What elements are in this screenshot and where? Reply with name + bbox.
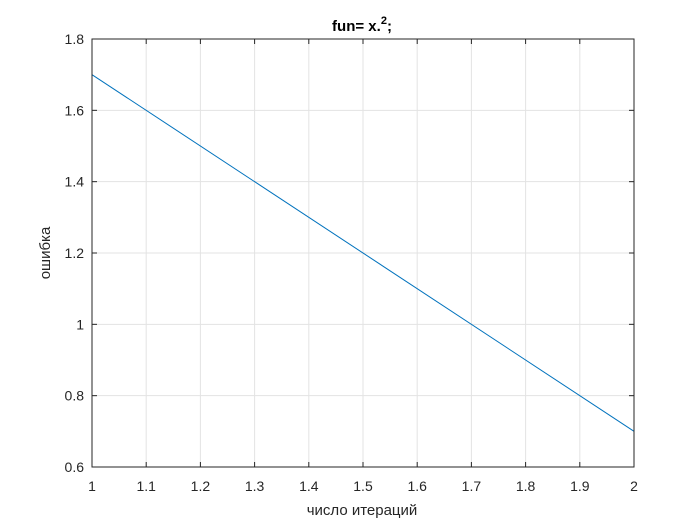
x-tick-label: 1.1 [136, 478, 156, 494]
y-tick-labels: 0.6 0.8 1 1.2 1.4 1.6 1.8 [65, 31, 85, 475]
y-axis-label: ошибка [37, 226, 54, 279]
grid-lines [92, 39, 634, 467]
x-tick-label: 1.8 [516, 478, 536, 494]
x-axis-label: число итераций [307, 502, 418, 519]
x-tick-label: 1.9 [570, 478, 590, 494]
y-tick-label: 0.6 [65, 459, 85, 475]
axes [91, 38, 635, 468]
chart-title-superscript: 2 [381, 15, 387, 27]
y-tick-label: 0.8 [65, 388, 85, 404]
y-tick-label: 1 [76, 316, 84, 332]
x-tick-labels: 1 1.1 1.2 1.3 1.4 1.5 1.6 1.7 1.8 1.9 2 [88, 478, 638, 494]
x-tick-label: 1.2 [191, 478, 211, 494]
x-tick-label: 1.3 [245, 478, 265, 494]
series-line [91, 74, 635, 432]
chart-title-suffix: ; [387, 18, 392, 35]
x-tick-label: 1.5 [353, 478, 373, 494]
y-tick-label: 1.4 [65, 174, 85, 190]
chart-title-main: fun= x. [332, 18, 381, 35]
y-tick-label: 1.2 [65, 245, 85, 261]
y-tick-label: 1.8 [65, 31, 85, 47]
chart-title: fun= x.2; [332, 15, 392, 35]
x-tick-label: 1.7 [462, 478, 482, 494]
series-layer [91, 74, 635, 432]
x-tick-label: 1 [88, 478, 96, 494]
x-tick-label: 2 [630, 478, 638, 494]
x-tick-label: 1.6 [407, 478, 427, 494]
x-tick-label: 1.4 [299, 478, 319, 494]
y-tick-label: 1.6 [65, 102, 85, 118]
